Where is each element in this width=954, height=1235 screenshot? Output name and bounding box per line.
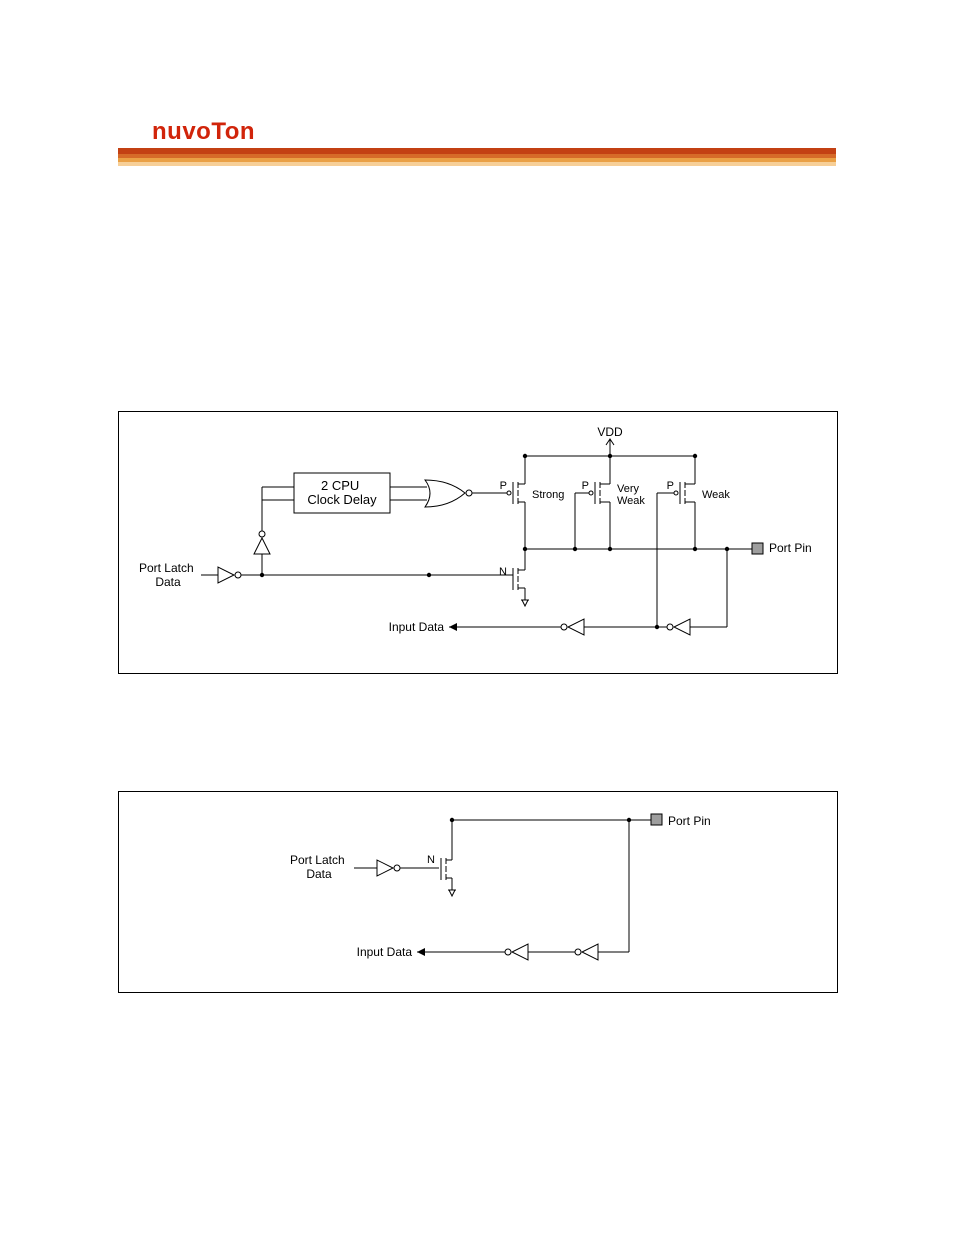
text: Data bbox=[155, 575, 181, 589]
node-dot bbox=[608, 547, 612, 551]
inverter-bubble-icon bbox=[394, 865, 400, 871]
ground-icon bbox=[522, 600, 528, 606]
figure2-frame: Port Pin Port Latch Data N bbox=[118, 791, 838, 993]
inverter-bubble-icon bbox=[667, 624, 673, 630]
n-label: N bbox=[499, 566, 507, 578]
page: nuvoTon Port Latch Data bbox=[0, 0, 954, 1235]
gate-bubble-icon bbox=[466, 490, 472, 496]
very-weak-label: Very Weak bbox=[617, 483, 645, 507]
p-label: P bbox=[582, 480, 589, 492]
figure2-svg: Port Pin Port Latch Data N bbox=[119, 792, 837, 992]
or-gate-icon bbox=[425, 480, 465, 507]
inverter-bubble-icon bbox=[235, 572, 241, 578]
header-band-4 bbox=[118, 162, 836, 166]
inverter-icon bbox=[512, 944, 528, 960]
inverter-bubble-icon bbox=[561, 624, 567, 630]
inverter-bubble-icon bbox=[505, 949, 511, 955]
port-pin-square-icon bbox=[752, 543, 763, 554]
figure1-frame: Port Latch Data 2 CPU bbox=[118, 411, 838, 674]
port-pin-label: Port Pin bbox=[769, 541, 812, 555]
inverter-bubble-icon bbox=[575, 949, 581, 955]
inverter-bubble-icon bbox=[259, 531, 265, 537]
brand-logo: nuvoTon bbox=[152, 118, 255, 146]
inverter-icon bbox=[568, 619, 584, 635]
weak-label: Weak bbox=[702, 489, 730, 501]
strong-label: Strong bbox=[532, 489, 564, 501]
port-pin-square-icon bbox=[651, 814, 662, 825]
mos-bubble-icon bbox=[589, 491, 593, 495]
inverter-icon bbox=[377, 860, 393, 876]
mos-bubble-icon bbox=[674, 491, 678, 495]
arrow-icon bbox=[449, 623, 457, 631]
mos-bubble-icon bbox=[507, 491, 511, 495]
input-data-label: Input Data bbox=[389, 620, 445, 634]
port-pin-label: Port Pin bbox=[668, 814, 711, 828]
inverter-icon bbox=[674, 619, 690, 635]
n-label: N bbox=[427, 854, 435, 866]
port-latch-data-label: Port Latch Data bbox=[290, 853, 348, 881]
p-label: P bbox=[667, 480, 674, 492]
arrow-icon bbox=[417, 948, 425, 956]
p-label: P bbox=[500, 480, 507, 492]
port-latch-data-label: Port Latch Data bbox=[139, 561, 197, 589]
node-dot bbox=[693, 547, 697, 551]
text: Port Latch bbox=[139, 561, 194, 575]
ground-icon bbox=[449, 890, 455, 896]
inverter-icon bbox=[218, 567, 234, 583]
figure1-svg: Port Latch Data 2 CPU bbox=[119, 412, 837, 673]
vdd-label: VDD bbox=[597, 425, 623, 439]
inverter-icon bbox=[582, 944, 598, 960]
input-data-label: Input Data bbox=[357, 945, 413, 959]
inverter-icon bbox=[254, 538, 270, 554]
node-dot bbox=[523, 454, 527, 458]
